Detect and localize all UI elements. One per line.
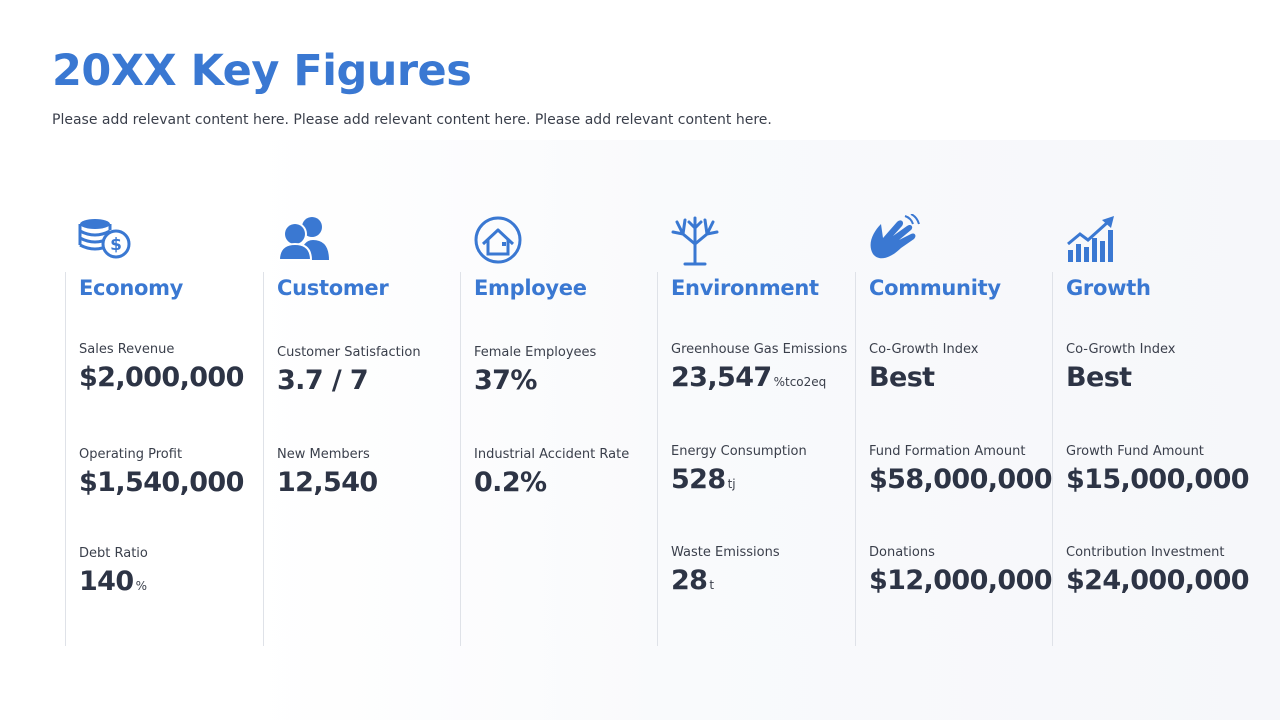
metric-value: 0.2% (474, 467, 547, 498)
metric-contribution-investment: Contribution Investment $24,000,000 (1066, 545, 1251, 596)
metric-customer-satisfaction: Customer Satisfaction 3.7 / 7 (277, 345, 421, 396)
metric-value: 12,540 (277, 467, 378, 498)
column-divider (460, 272, 461, 646)
category-title: Environment (671, 276, 819, 300)
metric-label: Industrial Accident Rate (474, 447, 630, 462)
metric-label: Customer Satisfaction (277, 345, 421, 360)
waving-hand-icon (867, 214, 923, 266)
metric-value: $24,000,000 (1066, 565, 1250, 596)
metric-co-growth-index: Co-Growth Index Best (1066, 342, 1175, 393)
column-growth: Growth Co-Growth Index Best Growth Fund … (1052, 210, 1251, 650)
metric-female-employees: Female Employees 37% (474, 345, 596, 396)
column-divider (1052, 272, 1053, 646)
column-divider (263, 272, 264, 646)
metric-value: 23,547 %tco2eq (671, 362, 827, 393)
metric-value: Best (1066, 362, 1132, 393)
metric-growth-fund-amount: Growth Fund Amount $15,000,000 (1066, 444, 1251, 495)
metric-value: 28 t (671, 565, 715, 596)
metric-value: $12,000,000 (869, 565, 1053, 596)
metric-value: 3.7 / 7 (277, 365, 369, 396)
category-title: Customer (277, 276, 389, 300)
tree-icon (669, 214, 725, 266)
metric-greenhouse-gas-emissions: Greenhouse Gas Emissions 23,547 %tco2eq (671, 342, 847, 393)
metric-label: Waste Emissions (671, 545, 780, 560)
metric-energy-consumption: Energy Consumption 528 tj (671, 444, 807, 495)
page-subtitle: Please add relevant content here. Please… (52, 112, 772, 128)
metric-value: 140% (79, 566, 147, 597)
metric-label: Fund Formation Amount (869, 444, 1026, 459)
category-title: Employee (474, 276, 587, 300)
metric-label: Co-Growth Index (1066, 342, 1176, 357)
growth-chart-icon (1064, 214, 1120, 266)
metric-value: $2,000,000 (79, 362, 244, 393)
metric-label: Energy Consumption (671, 444, 807, 459)
column-divider (657, 272, 658, 646)
column-employee: Employee Female Employees 37% Industrial… (460, 210, 656, 650)
house-icon (472, 214, 528, 266)
metric-value: 528 tj (671, 464, 736, 495)
people-icon (275, 214, 331, 266)
metric-debt-ratio: Debt Ratio 140% (79, 546, 148, 597)
metric-label: Operating Profit (79, 447, 183, 462)
metric-industrial-accident-rate: Industrial Accident Rate 0.2% (474, 447, 629, 498)
metric-value: $1,540,000 (79, 467, 244, 498)
svg-text:$: $ (110, 235, 122, 255)
column-community: Community Co-Growth Index Best Fund Form… (855, 210, 1054, 650)
metric-label: Co-Growth Index (869, 342, 979, 357)
category-title: Community (869, 276, 1001, 300)
metric-label: Sales Revenue (79, 342, 175, 357)
column-divider (65, 272, 66, 646)
column-customer: Customer Customer Satisfaction 3.7 / 7 N… (263, 210, 459, 650)
metric-value: $15,000,000 (1066, 464, 1250, 495)
metric-co-growth-index: Co-Growth Index Best (869, 342, 978, 393)
metric-sales-revenue: Sales Revenue $2,000,000 (79, 342, 246, 393)
metric-waste-emissions: Waste Emissions 28 t (671, 545, 780, 596)
metric-label: New Members (277, 447, 370, 462)
page-title: 20XX Key Figures (52, 46, 472, 96)
metric-label: Donations (869, 545, 935, 560)
metric-fund-formation-amount: Fund Formation Amount $58,000,000 (869, 444, 1054, 495)
column-environment: Environment Greenhouse Gas Emissions 23,… (657, 210, 853, 650)
metric-value: Best (869, 362, 935, 393)
metric-new-members: New Members 12,540 (277, 447, 380, 498)
category-title: Growth (1066, 276, 1151, 300)
metric-label: Contribution Investment (1066, 545, 1225, 560)
metric-label: Growth Fund Amount (1066, 444, 1204, 459)
column-divider (855, 272, 856, 646)
coins-dollar-icon: $ (77, 214, 133, 266)
metric-operating-profit: Operating Profit $1,540,000 (79, 447, 246, 498)
metric-label: Greenhouse Gas Emissions (671, 342, 848, 357)
column-economy: $ Economy Sales Revenue $2,000,000 Opera… (65, 210, 261, 650)
metric-donations: Donations $12,000,000 (869, 545, 1054, 596)
metric-value: $58,000,000 (869, 464, 1053, 495)
metric-value: 37% (474, 365, 537, 396)
metric-label: Female Employees (474, 345, 597, 360)
category-title: Economy (79, 276, 184, 300)
metric-label: Debt Ratio (79, 546, 148, 561)
